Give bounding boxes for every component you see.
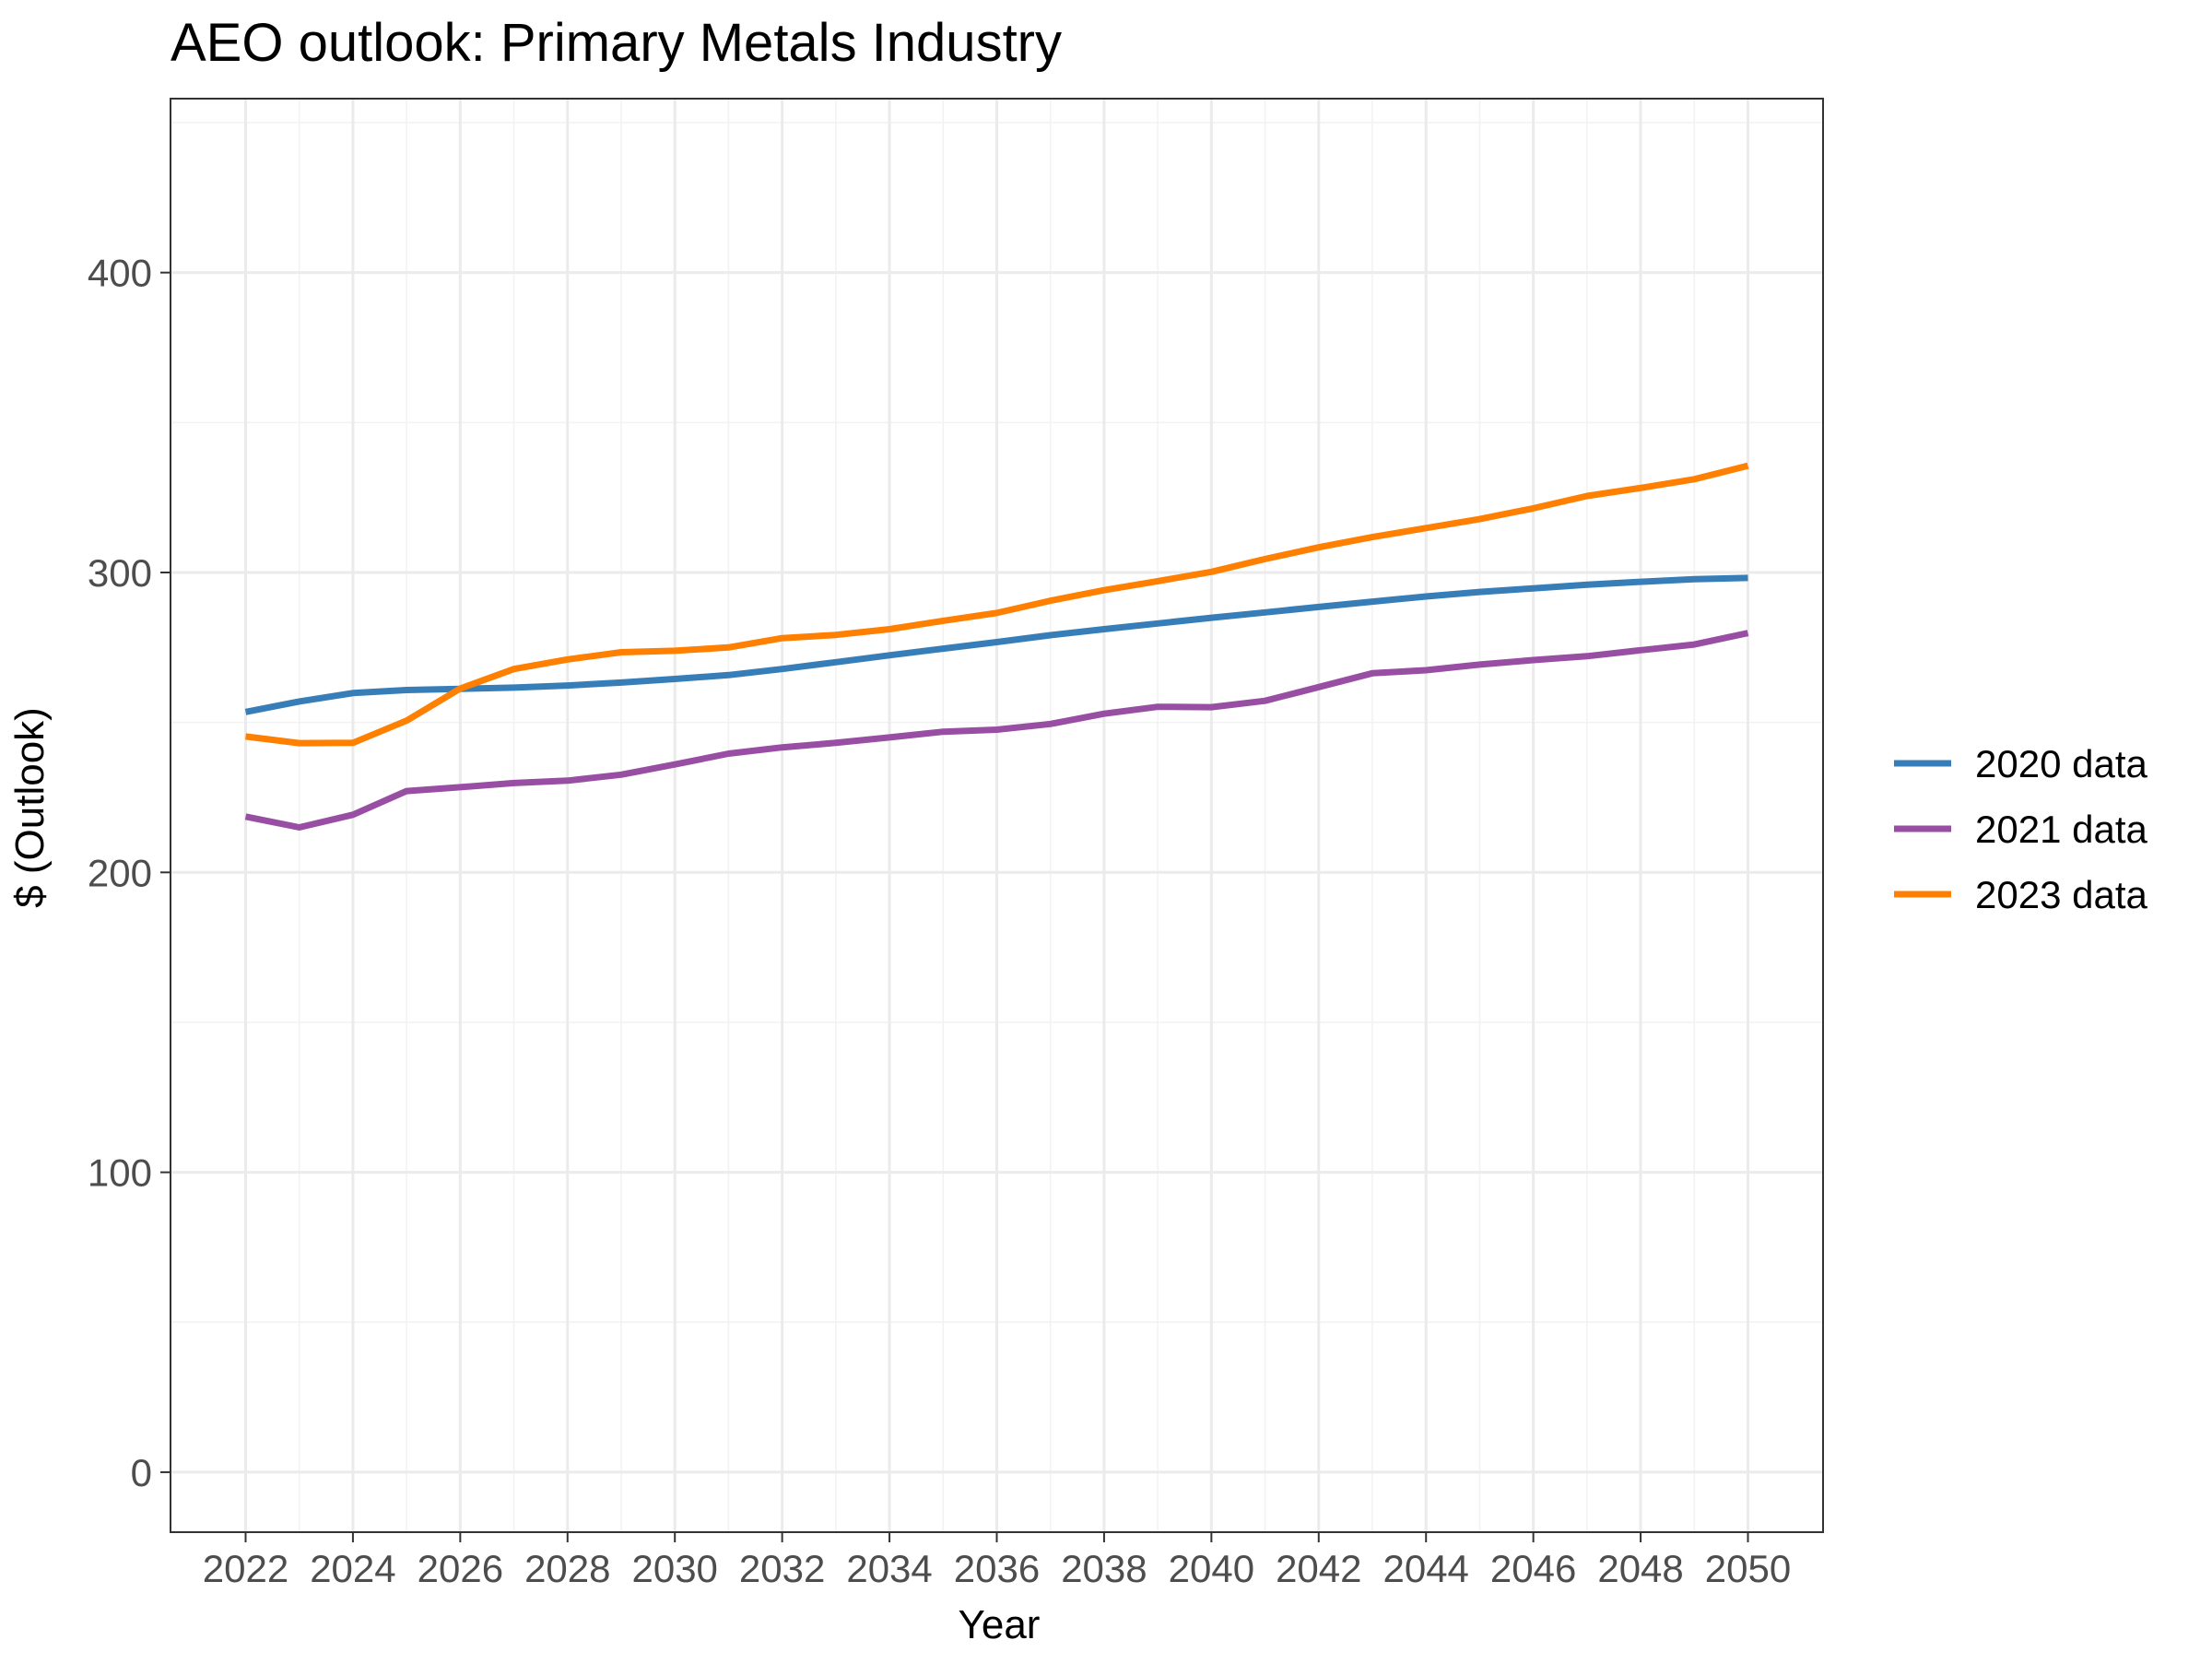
x-tick-label: 2024 [310,1547,395,1590]
legend-item: 2023 data [1894,873,2147,916]
x-tick-label: 2042 [1276,1547,1361,1590]
x-tick-label: 2044 [1382,1547,1468,1590]
x-tick-label: 2022 [203,1547,288,1590]
y-axis-title: $ (Outlook) [7,707,53,908]
x-tick-label: 2032 [739,1547,825,1590]
legend: 2020 data 2021 data 2023 data [1894,742,2147,916]
legend-label: 2023 data [1975,873,2147,916]
series-line-2 [244,630,1749,831]
x-tick-label: 2026 [418,1547,503,1590]
y-tick-label: 300 [88,551,152,595]
series-line-3 [245,462,1749,747]
legend-item: 2020 data [1894,742,2147,785]
axes: 2022 2024 2026 2028 2030 2032 2034 2036 2038 2040… [88,252,1791,1590]
x-tick-label: 2038 [1061,1547,1147,1590]
y-tick-label: 100 [88,1151,152,1195]
legend-label: 2021 data [1975,808,2147,851]
x-tick-label: 2034 [846,1547,932,1590]
x-tick-label: 2050 [1705,1547,1791,1590]
grid-lines [171,99,1823,1532]
legend-item: 2021 data [1894,808,2147,851]
x-tick-label: 2036 [954,1547,1040,1590]
x-tick-label: 2048 [1597,1547,1683,1590]
legend-label: 2020 data [1975,742,2147,785]
x-tick-label: 2040 [1169,1547,1254,1590]
x-axis-title: Year [959,1602,1041,1647]
x-tick-label: 2030 [631,1547,717,1590]
y-tick-label: 400 [88,252,152,295]
series-line-1 [244,574,1748,715]
chart-title: AEO outlook: Primary Metals Industry [171,13,1062,73]
x-tick-label: 2046 [1490,1547,1576,1590]
y-tick-label: 0 [131,1451,152,1494]
series-lines [244,462,1749,831]
x-tick-label: 2028 [524,1547,610,1590]
y-tick-label: 200 [88,851,152,894]
